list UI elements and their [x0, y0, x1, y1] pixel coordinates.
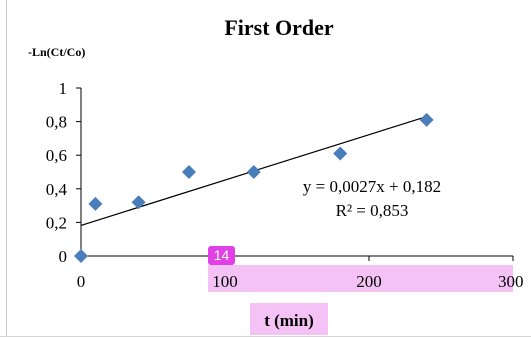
data-point — [333, 146, 348, 161]
data-points — [74, 112, 434, 263]
data-point — [74, 249, 88, 263]
x-tick-label: 100 — [212, 272, 238, 291]
trendline-equation: y = 0,0027x + 0,182 — [303, 177, 441, 196]
data-point — [131, 195, 146, 210]
y-axis-ticks: 0 0,2 0,4 0,6 0,8 1 — [46, 79, 81, 266]
axes — [80, 88, 513, 257]
x-axis-ticks: 0 100 200 300 — [77, 256, 524, 291]
x-axis-highlight-band — [208, 265, 513, 292]
x-label-highlight-band — [250, 303, 328, 335]
r-squared-label: R² = 0,853 — [336, 201, 409, 220]
data-point — [419, 112, 434, 127]
chart-title: First Order — [224, 15, 334, 40]
data-point — [88, 196, 103, 211]
x-tick-label: 0 — [77, 272, 86, 291]
y-tick-label: 0 — [59, 247, 68, 266]
y-tick-label: 0,2 — [46, 213, 67, 232]
x-tick-label: 300 — [498, 272, 524, 291]
y-axis-label: -Ln(Ct/Co) — [28, 45, 85, 59]
y-tick-label: 0,4 — [46, 180, 68, 199]
y-tick-label: 0,8 — [46, 113, 67, 132]
y-tick-label: 0,6 — [46, 146, 67, 165]
data-point — [246, 165, 261, 179]
chart-frame-left-border — [6, 0, 7, 337]
x-axis-label: t (min) — [264, 311, 314, 330]
annotation-badge: 14 — [208, 246, 235, 265]
y-tick-label: 1 — [59, 79, 68, 98]
x-tick-label: 200 — [356, 272, 382, 291]
data-point — [182, 165, 196, 179]
